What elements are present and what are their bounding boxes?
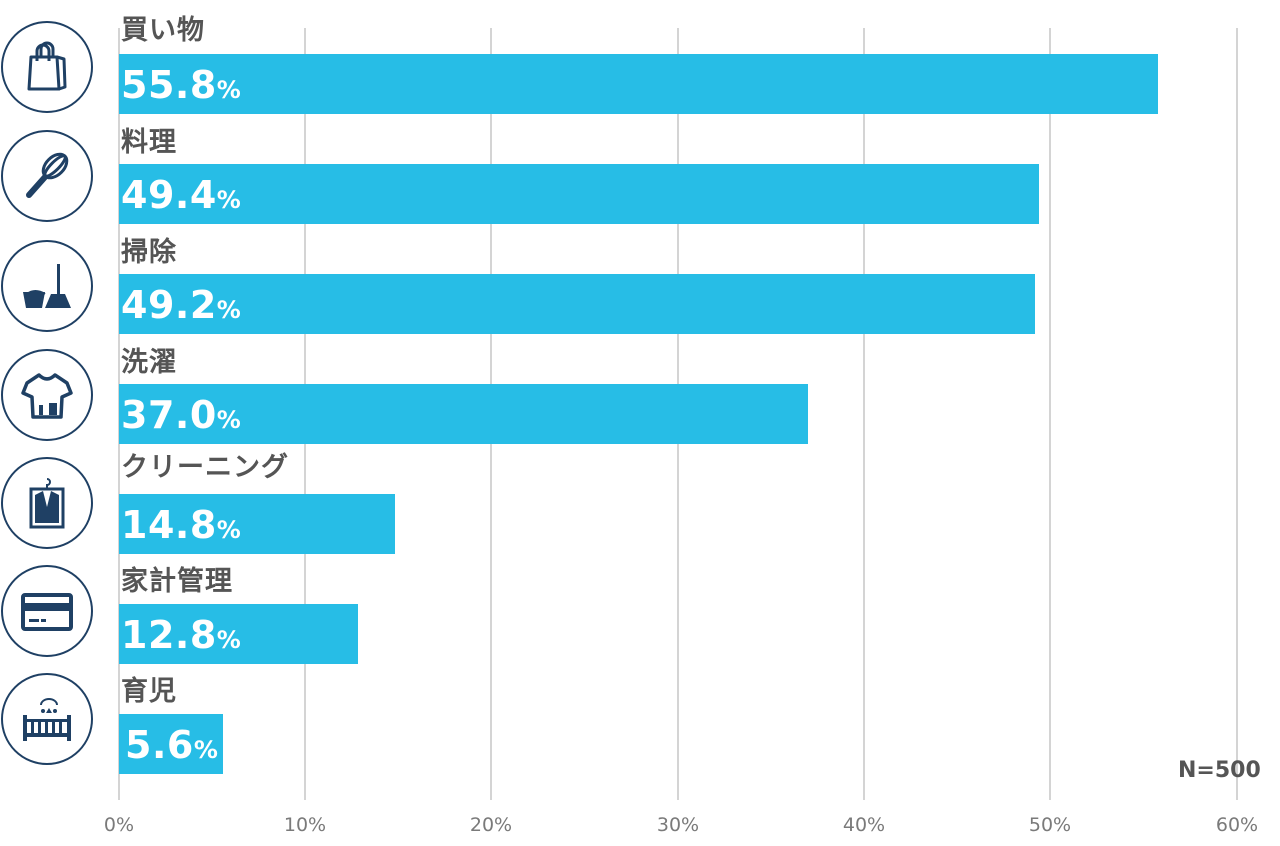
gridline-60 xyxy=(1236,28,1238,800)
category-label: 家計管理 xyxy=(121,566,233,597)
bar-budget: 12.8% xyxy=(119,604,358,664)
bar-value-label: 12.8% xyxy=(121,613,242,657)
bar-value-label: 37.0% xyxy=(121,393,242,437)
shopping-bag-icon xyxy=(1,21,93,113)
x-tick-label: 50% xyxy=(1028,814,1072,836)
x-tick-label: 60% xyxy=(1215,814,1259,836)
bar-cooking: 49.4% xyxy=(119,164,1039,224)
x-tick-label: 0% xyxy=(103,814,135,836)
whisk-icon xyxy=(1,130,93,222)
bar-value-label: 49.2% xyxy=(121,283,242,327)
bar-cleaning: 49.2% xyxy=(119,274,1035,334)
category-label: 料理 xyxy=(121,127,177,158)
category-label: 洗濯 xyxy=(121,347,177,378)
x-tick-label: 30% xyxy=(656,814,700,836)
bar-laundry: 37.0% xyxy=(119,384,808,444)
bar-value-label: 49.4% xyxy=(121,173,242,217)
garment-bag-icon xyxy=(1,457,93,549)
category-label: クリーニング xyxy=(121,452,289,483)
x-tick-label: 40% xyxy=(842,814,886,836)
x-tick-label: 20% xyxy=(469,814,513,836)
category-label: 買い物 xyxy=(121,15,205,46)
crib-icon xyxy=(1,673,93,765)
bar-shopping: 55.8% xyxy=(119,54,1158,114)
bar-dry-cleaning: 14.8% xyxy=(119,494,395,554)
gridline-50 xyxy=(1049,28,1051,800)
x-tick-label: 10% xyxy=(283,814,327,836)
bar-value-label: 5.6% xyxy=(125,723,219,767)
t-shirt-icon xyxy=(1,349,93,441)
credit-card-icon xyxy=(1,565,93,657)
gridline-40 xyxy=(863,28,865,800)
bar-value-label: 55.8% xyxy=(121,63,242,107)
bar-childcare: 5.6% xyxy=(119,714,223,774)
category-label: 育児 xyxy=(121,676,177,707)
bar-value-label: 14.8% xyxy=(121,503,242,547)
bucket-mop-icon xyxy=(1,240,93,332)
sample-size-label: N=500 xyxy=(1178,758,1261,783)
category-label: 掃除 xyxy=(121,237,177,268)
